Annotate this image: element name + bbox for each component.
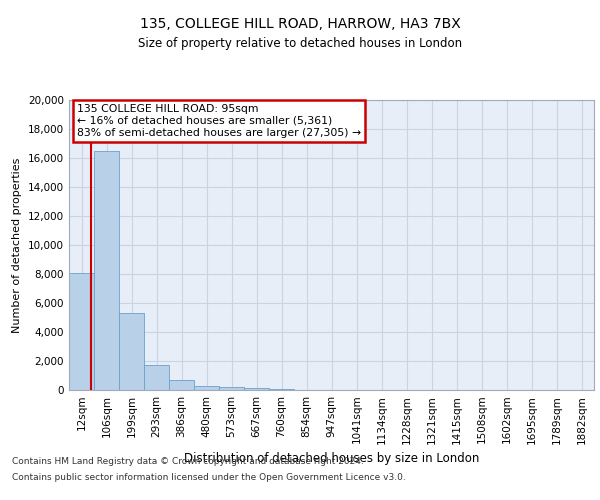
Bar bbox=[69, 272, 94, 390]
Bar bbox=[269, 388, 294, 390]
Y-axis label: Number of detached properties: Number of detached properties bbox=[13, 158, 22, 332]
Bar bbox=[119, 313, 144, 390]
X-axis label: Distribution of detached houses by size in London: Distribution of detached houses by size … bbox=[184, 452, 479, 465]
Text: 135, COLLEGE HILL ROAD, HARROW, HA3 7BX: 135, COLLEGE HILL ROAD, HARROW, HA3 7BX bbox=[140, 18, 460, 32]
Bar bbox=[219, 387, 244, 390]
Text: Contains HM Land Registry data © Crown copyright and database right 2024.: Contains HM Land Registry data © Crown c… bbox=[12, 458, 364, 466]
Bar bbox=[144, 364, 169, 390]
Bar bbox=[244, 388, 269, 390]
Text: 135 COLLEGE HILL ROAD: 95sqm
← 16% of detached houses are smaller (5,361)
83% of: 135 COLLEGE HILL ROAD: 95sqm ← 16% of de… bbox=[77, 104, 361, 138]
Bar bbox=[94, 151, 119, 390]
Bar bbox=[169, 380, 194, 390]
Bar bbox=[194, 386, 219, 390]
Text: Contains public sector information licensed under the Open Government Licence v3: Contains public sector information licen… bbox=[12, 472, 406, 482]
Text: Size of property relative to detached houses in London: Size of property relative to detached ho… bbox=[138, 38, 462, 51]
